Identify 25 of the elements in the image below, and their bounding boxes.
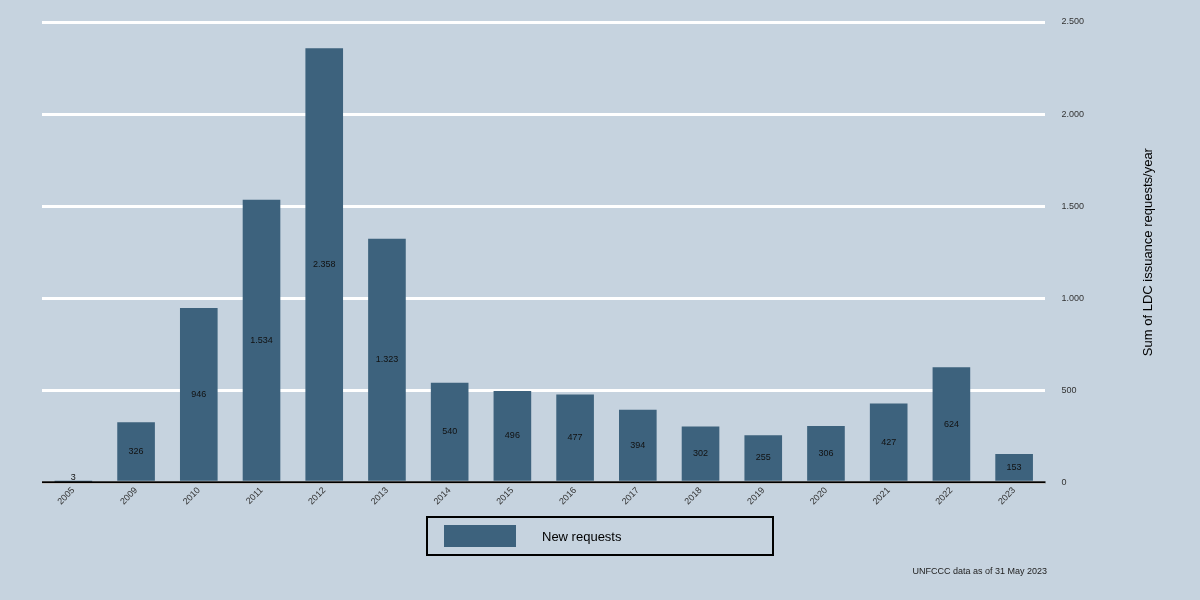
y-tick-label: 0 — [1061, 476, 1067, 487]
data-label: 153 — [1006, 461, 1022, 472]
data-label: 540 — [442, 426, 458, 437]
text: New requests — [542, 528, 622, 544]
data-label: 394 — [630, 439, 646, 450]
text: UNFCCC data as of 31 May 2023 — [912, 565, 1047, 576]
data-label: 306 — [818, 447, 834, 458]
data-label: 427 — [881, 436, 897, 447]
data-label: 1.534 — [250, 334, 273, 345]
data-label: 255 — [755, 452, 771, 463]
data-label: 3 — [70, 472, 76, 483]
data-label: 477 — [567, 432, 583, 443]
data-label: 496 — [504, 430, 520, 441]
y-tick-label: 1.500 — [1061, 200, 1085, 211]
data-label: 326 — [128, 445, 144, 456]
data-label: 624 — [943, 418, 959, 429]
y-tick-label: 2.000 — [1061, 108, 1085, 119]
data-label: 302 — [693, 448, 709, 459]
y-tick-label: 500 — [1061, 384, 1077, 395]
data-label: 2.358 — [312, 258, 336, 269]
y-tick-label: 2.500 — [1061, 16, 1085, 27]
y-axis-title: Sum of LDC issuance requests/year — [1139, 147, 1155, 357]
data-label: 946 — [191, 388, 207, 399]
data-label: 1.323 — [375, 354, 399, 365]
y-tick-label: 1.000 — [1061, 292, 1085, 303]
